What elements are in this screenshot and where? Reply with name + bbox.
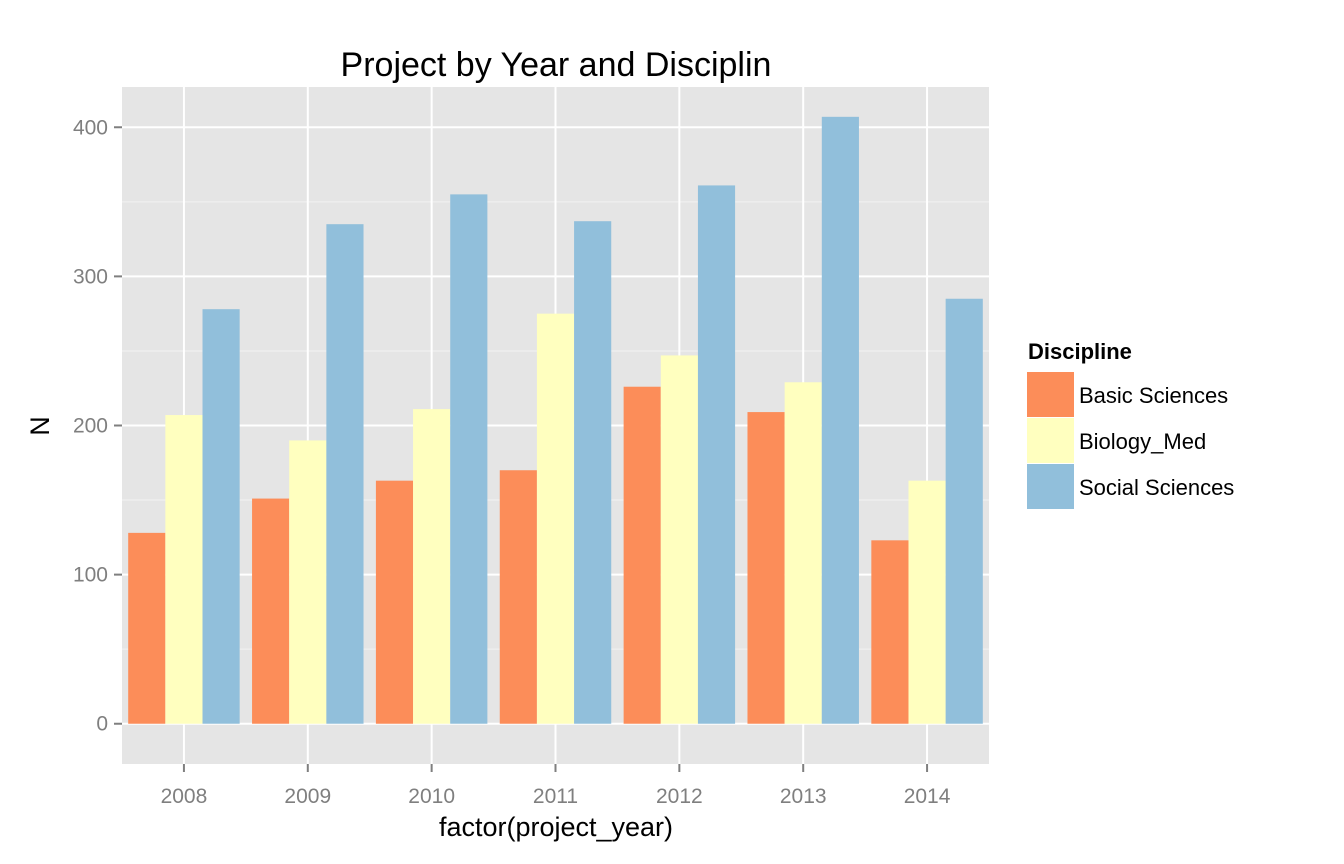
- y-tick-label: 0: [96, 713, 108, 736]
- bar-social-sciences-2009: [326, 224, 364, 724]
- legend-key-basic-sciences: [1027, 372, 1074, 417]
- y-tick-label: 100: [73, 564, 108, 587]
- x-tick-label: 2009: [284, 785, 331, 808]
- legend-key-biology-med: [1027, 418, 1074, 463]
- y-tick-label: 200: [73, 415, 108, 438]
- bar-biology-med-2014: [908, 480, 946, 724]
- bar-biology-med-2009: [289, 440, 327, 724]
- x-tick-label: 2013: [780, 785, 827, 808]
- bar-biology-med-2008: [165, 415, 203, 724]
- y-tick-label: 300: [73, 265, 108, 288]
- bar-social-sciences-2008: [202, 309, 240, 724]
- x-tick-label: 2012: [656, 785, 703, 808]
- bar-basic-sciences-2010: [375, 480, 414, 724]
- legend-label-basic-sciences: Basic Sciences: [1079, 383, 1228, 408]
- legend-key-social-sciences: [1027, 464, 1074, 509]
- bar-basic-sciences-2011: [499, 470, 537, 724]
- x-tick-label: 2010: [408, 785, 455, 808]
- bar-biology-med-2011: [536, 313, 575, 724]
- y-tick-label: 400: [73, 116, 108, 139]
- bar-basic-sciences-2009: [252, 498, 290, 724]
- x-tick-label: 2014: [904, 785, 951, 808]
- x-axis-title: factor(project_year): [439, 812, 673, 842]
- bar-social-sciences-2011: [574, 221, 612, 724]
- bar-biology-med-2010: [413, 409, 451, 724]
- bar-biology-med-2013: [784, 382, 822, 724]
- legend-title: Discipline: [1028, 339, 1132, 364]
- legend-label-social-sciences: Social Sciences: [1079, 475, 1234, 500]
- y-axis-title: N: [25, 416, 55, 436]
- bar-biology-med-2012: [660, 355, 698, 724]
- bar-basic-sciences-2014: [871, 540, 909, 724]
- bar-basic-sciences-2013: [747, 412, 785, 724]
- bar-social-sciences-2013: [821, 116, 859, 724]
- chart-title: Project by Year and Disciplin: [341, 46, 772, 84]
- legend: Discipline Basic Sciences Biology_Med Soci…: [1027, 339, 1234, 509]
- x-axis: 2008 2009 2010 2011 2012 2013 2014: [161, 764, 951, 808]
- bar-social-sciences-2012: [697, 185, 736, 724]
- bars: [128, 116, 983, 724]
- bar-social-sciences-2014: [945, 298, 983, 724]
- bar-social-sciences-2010: [450, 194, 488, 724]
- bar-basic-sciences-2008: [128, 532, 166, 724]
- legend-label-biology-med: Biology_Med: [1079, 429, 1206, 454]
- bar-basic-sciences-2012: [623, 386, 661, 724]
- y-axis: 0 100 200 300 400: [73, 116, 122, 736]
- x-tick-label: 2011: [533, 785, 578, 808]
- x-tick-label: 2008: [161, 785, 208, 808]
